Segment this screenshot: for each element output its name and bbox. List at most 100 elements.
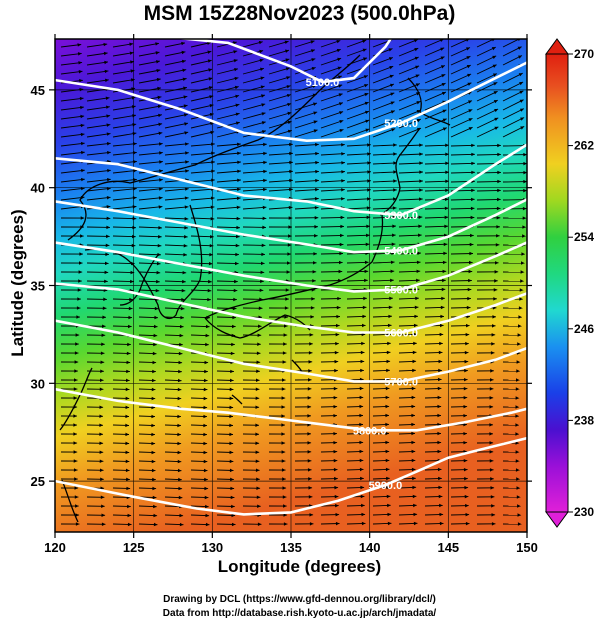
wind-arrowhead (203, 468, 208, 473)
wind-arrowhead (80, 186, 85, 191)
wind-arrow (216, 197, 241, 201)
wind-arrow (346, 234, 370, 237)
wind-arrow (424, 180, 449, 183)
wind-arrow (398, 100, 421, 111)
wind-arrowhead (497, 188, 501, 193)
wind-arrowhead (100, 495, 105, 499)
wind-arrow (476, 126, 499, 138)
wind-arrowhead (203, 387, 208, 392)
wind-arrowhead (125, 468, 130, 473)
wind-arrowhead (74, 369, 78, 373)
wind-arrowhead (257, 504, 261, 508)
wind-arrow (476, 180, 501, 183)
wind-arrowhead (287, 252, 291, 256)
wind-arrowhead (341, 170, 345, 174)
wind-arrowhead (437, 395, 442, 400)
wind-arrowhead (367, 161, 371, 165)
wind-arrowhead (444, 206, 449, 210)
wind-arrowhead (133, 151, 137, 155)
wind-arrow (190, 131, 215, 138)
wind-arrowhead (234, 68, 238, 72)
colorbar-tick-label: 246 (574, 322, 594, 336)
wind-arrowhead (106, 234, 110, 239)
wind-arrowhead (471, 170, 475, 175)
wind-arrow (424, 261, 447, 264)
wind-arrow (86, 70, 109, 75)
wind-arrowhead (489, 459, 494, 463)
wind-arrow (294, 170, 319, 174)
wind-vectors (60, 39, 527, 527)
wind-arrowhead (437, 377, 442, 382)
wind-arrowhead (211, 169, 215, 173)
wind-arrowhead (177, 414, 181, 419)
wind-arrowhead (73, 405, 78, 409)
wind-arrowhead (335, 341, 339, 346)
wind-arrowhead (178, 369, 182, 374)
wind-arrowhead (155, 51, 160, 55)
wind-arrowhead (465, 332, 470, 337)
wind-arrowhead (444, 233, 448, 238)
wind-arrowhead (341, 152, 345, 156)
wind-arrowhead (289, 178, 293, 183)
wind-arrow (242, 94, 266, 102)
wind-arrow (268, 143, 293, 147)
wind-arrowhead (229, 396, 234, 401)
wind-arrowhead (385, 458, 390, 463)
wind-arrowhead (444, 215, 449, 220)
contour-label: 5200.0 (384, 118, 418, 130)
wind-arrowhead (229, 405, 234, 410)
wind-arrowhead (359, 413, 363, 418)
wind-arrow (424, 153, 449, 156)
wind-arrowhead (152, 495, 157, 500)
wind-arrowhead (336, 323, 340, 328)
wind-arrow (450, 100, 473, 111)
wind-arrow (138, 188, 163, 192)
wind-arrowhead (522, 225, 526, 229)
wind-arrowhead (255, 432, 259, 436)
wind-arrowhead (152, 477, 156, 482)
wind-arrow (268, 152, 293, 156)
wind-arrowhead (412, 368, 416, 373)
y-tick-label: 30 (31, 376, 45, 391)
wind-arrowhead (151, 459, 156, 464)
wind-arrowhead (151, 387, 156, 392)
wind-arrowhead (339, 251, 343, 256)
wind-arrowhead (417, 251, 421, 255)
wind-arrow (372, 74, 394, 84)
wind-arrowhead (393, 197, 397, 201)
wind-arrow (346, 198, 371, 201)
y-tick-label: 25 (31, 474, 45, 489)
wind-arrowhead (517, 513, 522, 517)
wind-arrowhead (106, 196, 111, 200)
wind-arrowhead (156, 261, 161, 266)
wind-arrowhead (205, 522, 210, 527)
wind-arrowhead (310, 306, 315, 310)
wind-arrowhead (235, 243, 240, 248)
wind-arrowhead (283, 504, 287, 508)
wind-arrowhead (496, 225, 500, 229)
wind-arrowhead (229, 468, 234, 473)
wind-arrowhead (471, 188, 475, 193)
wind-arrowhead (204, 360, 209, 365)
wind-arrow (320, 244, 344, 246)
credit-data-source: Data from http://database.rish.kyoto-u.a… (162, 608, 437, 619)
wind-arrowhead (211, 151, 215, 155)
wind-arrowhead (471, 152, 475, 157)
wind-arrowhead (463, 468, 468, 472)
wind-arrowhead (391, 242, 396, 246)
wind-arrowhead (255, 459, 260, 463)
wind-arrowhead (159, 142, 163, 146)
wind-arrow (424, 73, 446, 84)
wind-arrowhead (359, 458, 364, 463)
wind-arrow (372, 162, 398, 165)
wind-arrow (424, 109, 447, 120)
wind-arrowhead (309, 522, 314, 526)
wind-arrowhead (75, 504, 79, 508)
wind-arrowhead (314, 197, 319, 201)
wind-arrowhead (263, 169, 267, 174)
wind-arrowhead (158, 205, 163, 209)
wind-arrowhead (209, 244, 214, 248)
wind-arrowhead (261, 112, 266, 116)
wind-arrowhead (312, 93, 317, 97)
wind-arrowhead (256, 369, 260, 373)
